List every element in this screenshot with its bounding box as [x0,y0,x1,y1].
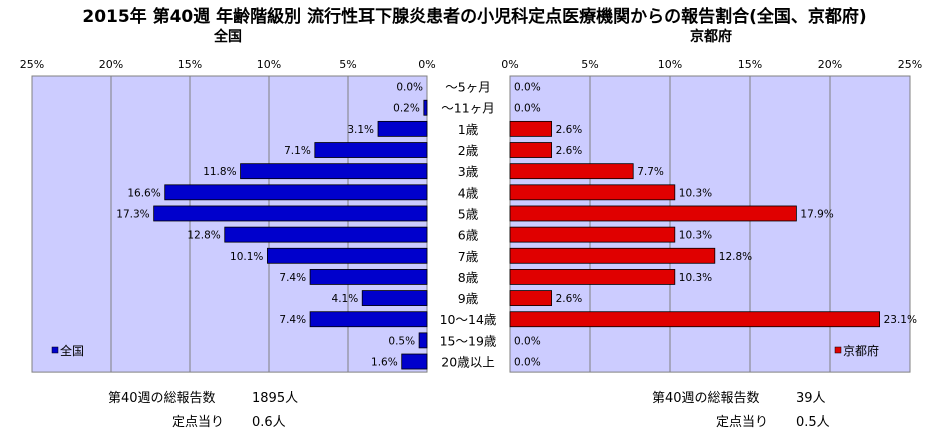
nation-data-label: 0.0% [396,82,423,94]
nation-bar [240,163,428,180]
nation-bar [377,120,428,137]
age-category-label: 8歳 [458,270,479,285]
kyoto-data-label: 7.7% [637,166,664,178]
nation-tick-label: 20% [99,58,123,71]
age-category-label: 9歳 [458,291,479,306]
nation-bar [401,353,428,370]
kyoto-tick-label: 0% [501,58,518,71]
nation-bar [224,226,428,243]
age-category-label: 3歳 [458,164,479,179]
age-category-label: 2歳 [458,143,479,158]
nation-plot-area [31,75,428,373]
nation-plot: 25% 20% 15% 10% 5% 0% 0.0% 0.2% 3.1% 7.1% 11.8% 16.… [20,58,436,373]
kyoto-data-label: 23.1% [884,314,917,326]
kyoto-data-label: 17.9% [800,208,833,220]
kyoto-plot-area [509,75,911,373]
age-category-label: 1歳 [458,122,479,137]
kyoto-data-label: 10.3% [679,187,712,199]
nation-bar [309,269,428,285]
nation-bar [164,184,428,201]
nation-tick-label: 15% [178,58,202,71]
kyoto-bar [509,247,716,264]
age-category-label: ～11ヶ月 [441,101,494,116]
kyoto-tick-label: 25% [898,58,922,71]
kyoto-bar [509,226,676,243]
kyoto-data-label: 0.0% [514,82,541,94]
nation-data-label: 11.8% [203,166,236,178]
nation-per-label: 定点当り [172,415,225,430]
nation-bar [309,311,428,328]
kyoto-data-label: 2.6% [556,145,583,157]
kyoto-data-label: 10.3% [679,230,712,242]
kyoto-bar [509,290,552,306]
kyoto-bar [509,205,797,222]
age-category-labels: ～5ヶ月 ～11ヶ月 1歳 2歳 3歳 4歳 5歳 6歳 7歳 8歳 9歳 10～14歳 15～19歳 2… [440,80,497,370]
kyoto-per-label: 定点当り [716,415,769,430]
kyoto-plot: 0% 5% 10% 15% 20% 25% 0.0% 0.0% 2.6% 2.6% 7.7% 10.3… [501,58,922,373]
nation-data-label: 0.2% [393,103,420,115]
nation-bar [361,290,428,306]
kyoto-per-value: 0.5人 [796,415,830,430]
kyoto-data-label: 0.0% [514,335,541,347]
kyoto-total-label: 第40週の総報告数 [652,391,760,406]
kyoto-data-label: 2.6% [556,293,583,305]
kyoto-tick-label: 10% [658,58,682,71]
kyoto-data-label: 12.8% [719,251,752,263]
nation-data-label: 17.3% [116,208,149,220]
age-category-label: 20歳以上 [441,355,494,370]
age-category-label: ～5ヶ月 [445,80,490,95]
nation-data-label: 10.1% [230,251,263,263]
nation-total-value: 1895人 [252,391,299,406]
kyoto-data-label: 0.0% [514,357,541,369]
kyoto-bar [509,142,552,158]
kyoto-legend-swatch [834,346,842,354]
kyoto-bar [509,269,676,285]
age-category-label: 6歳 [458,228,479,243]
nation-data-label: 7.4% [279,314,306,326]
kyoto-total-value: 39人 [796,391,826,406]
kyoto-data-label: 2.6% [556,124,583,136]
nation-data-label: 3.1% [347,124,374,136]
kyoto-data-label: 10.3% [679,272,712,284]
nation-legend-label: 全国 [60,343,84,358]
age-category-label: 15～19歳 [440,333,497,348]
age-category-label: 7歳 [458,249,479,264]
chart-title: 2015年 第40週 年齢階級別 流行性耳下腺炎患者の小児科定点医療機関からの報… [82,7,867,27]
nation-legend-swatch [51,346,59,354]
nation-tick-label: 0% [418,58,435,71]
nation-tick-label: 10% [257,58,281,71]
nation-data-label: 16.6% [127,187,160,199]
kyoto-tick-label: 20% [818,58,842,71]
nation-panel-title: 全国 [214,29,242,45]
nation-data-label: 0.5% [388,335,415,347]
nation-bar [418,332,428,349]
kyoto-bar [509,163,634,180]
kyoto-panel-title: 京都府 [690,29,732,45]
kyoto-bar [509,120,552,137]
kyoto-data-label: 0.0% [514,103,541,115]
nation-total-label: 第40週の総報告数 [108,391,216,406]
kyoto-tick-label: 5% [581,58,598,71]
nation-tick-label: 5% [339,58,356,71]
kyoto-legend-label: 京都府 [843,343,879,358]
age-category-label: 5歳 [458,206,479,221]
nation-data-label: 7.1% [284,145,311,157]
kyoto-tick-label: 15% [738,58,762,71]
nation-data-label: 12.8% [187,230,220,242]
nation-data-label: 7.4% [279,272,306,284]
kyoto-bar [509,184,676,201]
age-category-label: 10～14歳 [440,312,497,327]
nation-data-label: 1.6% [371,357,398,369]
nation-bar [314,142,428,158]
nation-data-label: 4.1% [332,293,359,305]
age-category-label: 4歳 [458,185,479,200]
nation-bar [153,205,428,222]
kyoto-bar [509,311,881,328]
nation-bar [423,99,428,116]
nation-per-value: 0.6人 [252,415,286,430]
nation-bar [267,247,428,264]
nation-tick-label: 25% [20,58,44,71]
